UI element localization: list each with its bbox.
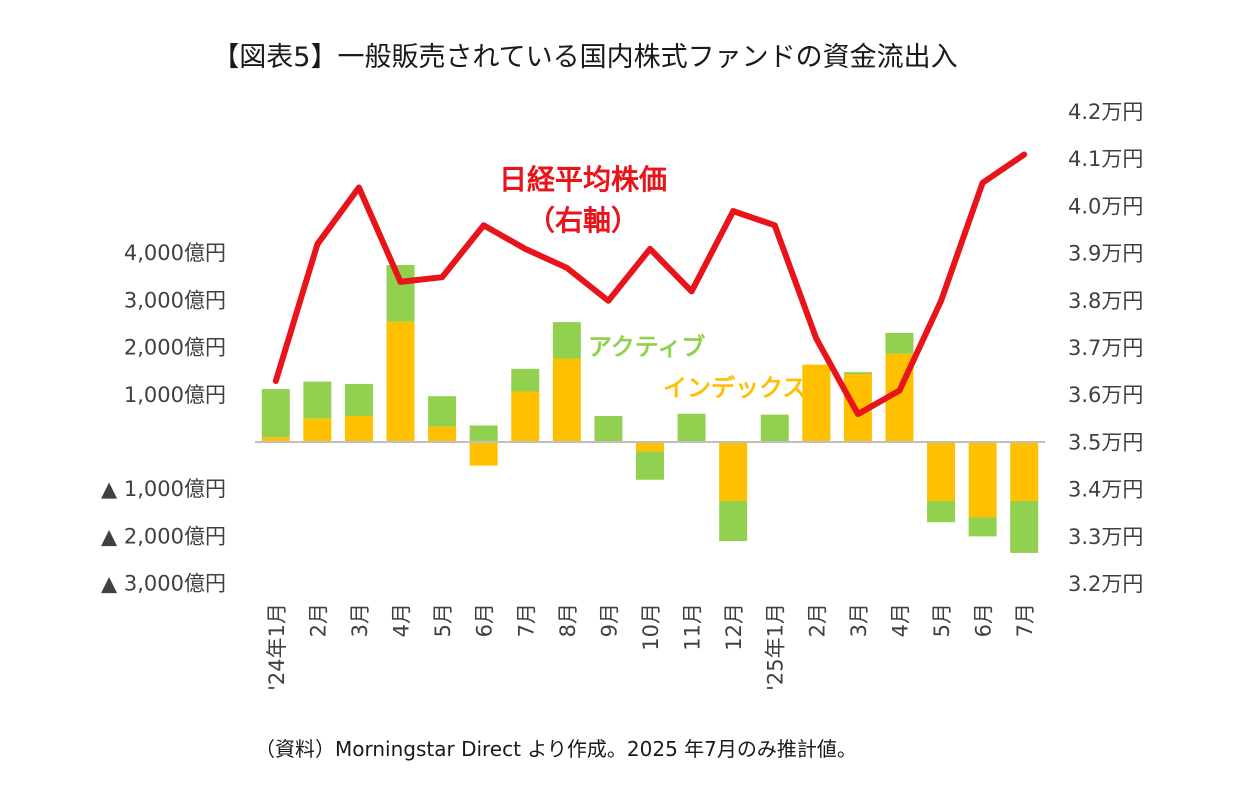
x-tick-label: 6月 [473, 603, 497, 637]
index-bar [511, 391, 540, 442]
index-bar [927, 442, 956, 501]
active-label: アクティブ [588, 333, 705, 361]
right-axis: 4.2万円 4.1万円 4.0万円 3.9万円 3.8万円 3.7万円 3.6万円 3.5万円… [1068, 100, 1143, 596]
x-tick-label: 11月 [681, 603, 705, 651]
right-tick-label: 3.3万円 [1068, 525, 1143, 549]
bars-layer [261, 265, 1039, 553]
x-tick-label: 7月 [514, 603, 538, 637]
index-bar [261, 437, 290, 442]
index-bar [636, 442, 664, 452]
active-bar [636, 451, 664, 480]
active-bar [344, 383, 373, 417]
active-bar [469, 425, 498, 442]
active-bar [261, 389, 290, 438]
active-bar [552, 322, 581, 359]
left-tick-label: 1,000億円 [124, 383, 226, 407]
x-tick-label: 9月 [597, 603, 621, 637]
x-tick-label: '25年1月 [764, 603, 788, 691]
x-tick-label: 10月 [639, 603, 663, 651]
x-tick-label: 12月 [722, 603, 746, 651]
left-tick-label: 2,000億円 [124, 336, 226, 360]
right-tick-label: 4.0万円 [1068, 194, 1143, 218]
active-bar [719, 501, 748, 542]
x-tick-label: 3月 [348, 603, 372, 637]
left-tick-label: ▲ 2,000億円 [101, 524, 226, 548]
index-bar [344, 416, 373, 442]
active-bar [303, 381, 332, 419]
x-tick-label: 2月 [306, 603, 330, 637]
x-tick-label: 3月 [847, 603, 871, 637]
active-bar [594, 416, 623, 442]
right-tick-label: 3.5万円 [1068, 430, 1143, 454]
x-axis: '24年1月 2月 3月 4月 5月 6月 7月 8月 9月 10月 11月 12月 '25年1月 2月 3… [265, 603, 1037, 691]
x-tick-label: 5月 [431, 603, 455, 637]
left-tick-label: ▲ 1,000億円 [101, 477, 226, 501]
active-bar [885, 332, 914, 354]
index-bar [1010, 442, 1039, 501]
right-tick-label: 4.2万円 [1068, 100, 1143, 124]
index-bar [469, 442, 498, 466]
index-bar [386, 321, 415, 442]
active-bar [386, 265, 415, 322]
x-tick-label: 4月 [390, 603, 414, 637]
right-tick-label: 3.9万円 [1068, 242, 1143, 266]
active-bar [677, 413, 706, 442]
nikkei-line [272, 151, 1028, 418]
nikkei-label: 日経平均株価 [499, 163, 667, 196]
active-bar [843, 372, 872, 375]
index-bar [968, 442, 997, 518]
index-bar [802, 364, 831, 442]
right-tick-label: 3.4万円 [1068, 478, 1143, 502]
source-note: （資料）Morningstar Direct より作成。2025 年7月のみ推計… [255, 737, 857, 761]
active-bar [511, 368, 540, 392]
right-tick-label: 3.8万円 [1068, 289, 1143, 313]
x-tick-label: 2月 [805, 603, 829, 637]
index-bar [303, 418, 332, 442]
line-layer [272, 151, 1028, 418]
index-bar [719, 442, 748, 501]
index-bar [428, 426, 457, 442]
right-tick-label: 3.2万円 [1068, 572, 1143, 596]
right-tick-label: 4.1万円 [1068, 147, 1143, 171]
active-bar [760, 414, 789, 442]
x-tick-label: 6月 [972, 603, 996, 637]
left-tick-label: ▲ 3,000億円 [101, 572, 226, 596]
right-tick-label: 3.6万円 [1068, 383, 1143, 407]
left-axis: 4,000億円 3,000億円 2,000億円 1,000億円 ▲ 1,000億円 ▲ 2… [101, 241, 226, 595]
right-tick-label: 3.7万円 [1068, 336, 1143, 360]
active-bar [1010, 501, 1039, 553]
x-tick-label: 4月 [888, 603, 912, 637]
chart-title: 【図表5】一般販売されている国内株式ファンドの資金流出入 [212, 42, 957, 73]
index-bar [552, 358, 581, 442]
active-bar [968, 517, 997, 537]
nikkei-axis-note: （右軸） [527, 204, 639, 237]
active-bar [927, 501, 956, 523]
index-label: インデックス [663, 374, 806, 402]
x-tick-label: 8月 [556, 603, 580, 637]
left-tick-label: 4,000億円 [124, 241, 226, 265]
left-tick-label: 3,000億円 [124, 288, 226, 312]
active-bar [428, 396, 457, 427]
x-tick-label: 7月 [1013, 603, 1037, 637]
x-tick-label: 5月 [930, 603, 954, 637]
x-tick-label: '24年1月 [265, 603, 289, 691]
